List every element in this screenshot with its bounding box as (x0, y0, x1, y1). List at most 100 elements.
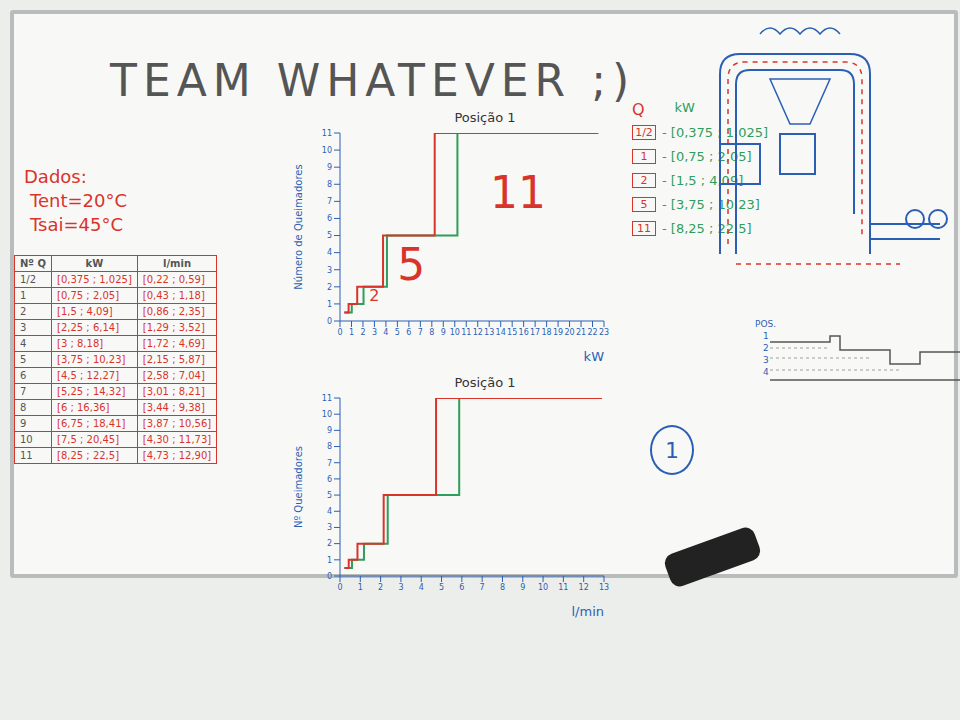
svg-text:12: 12 (473, 328, 483, 337)
svg-text:13: 13 (484, 328, 494, 337)
svg-text:10: 10 (322, 410, 332, 419)
svg-text:Número de Queimadores: Número de Queimadores (293, 164, 304, 289)
html-text:- [8,25 ; 22,5]: - [8,25 ; 22,5] (662, 221, 752, 236)
svg-text:2: 2 (327, 283, 332, 292)
html-text:[1,29 ; 3,52]: [1,29 ; 3,52] (142, 322, 205, 333)
html-text:TEAM WHATEVER ;): TEAM WHATEVER ;) (110, 55, 636, 106)
svg-text:1: 1 (327, 556, 332, 565)
svg-text:11: 11 (461, 328, 471, 337)
svg-text:5: 5 (397, 239, 425, 290)
html-text:1: 1 (665, 437, 679, 463)
html-text:1/2: 1/2 (20, 274, 37, 285)
html-text:- [1,5 ; 4,09]: - [1,5 ; 4,09] (662, 173, 744, 188)
svg-text:1: 1 (349, 328, 354, 337)
svg-text:2: 2 (369, 286, 379, 305)
svg-text:11: 11 (322, 394, 332, 403)
svg-text:10: 10 (322, 146, 332, 155)
svg-text:3: 3 (372, 328, 377, 337)
html-text:11: 11 (637, 222, 651, 235)
svg-text:9: 9 (327, 163, 332, 172)
svg-text:10: 10 (450, 328, 460, 337)
svg-text:13: 13 (599, 583, 609, 592)
html-text:[0,86 ; 2,35]: [0,86 ; 2,35] (142, 306, 205, 317)
svg-text:4: 4 (383, 328, 388, 337)
html-text:[0,375 ; 1,025]: [0,375 ; 1,025] (57, 274, 132, 285)
svg-text:8: 8 (429, 328, 434, 337)
html-text:- [0,75 ; 2,05]: - [0,75 ; 2,05] (662, 149, 752, 164)
svg-text:17: 17 (530, 328, 540, 337)
svg-text:5: 5 (395, 328, 400, 337)
svg-text:7: 7 (418, 328, 423, 337)
svg-text:5: 5 (439, 583, 444, 592)
svg-text:12: 12 (579, 583, 589, 592)
svg-text:6: 6 (406, 328, 411, 337)
svg-text:8: 8 (500, 583, 505, 592)
svg-text:8: 8 (327, 442, 332, 451)
svg-text:6: 6 (327, 475, 332, 484)
svg-text:7: 7 (327, 197, 332, 206)
html-text:- [0,375 ; 1,025]: - [0,375 ; 1,025] (662, 125, 768, 140)
svg-text:15: 15 (507, 328, 517, 337)
svg-text:3: 3 (398, 583, 403, 592)
svg-text:kW: kW (584, 349, 605, 364)
svg-text:21: 21 (576, 328, 586, 337)
html-text:[0,43 ; 1,18]: [0,43 ; 1,18] (142, 290, 205, 301)
svg-text:9: 9 (520, 583, 525, 592)
html-text:[3 ; 8,18]: [3 ; 8,18] (57, 338, 104, 349)
svg-text:0: 0 (337, 328, 342, 337)
html-text:Tsai=45°C: Tsai=45°C (30, 214, 123, 235)
svg-text:5: 5 (327, 231, 332, 240)
svg-text:4: 4 (327, 507, 332, 516)
svg-text:4: 4 (327, 248, 332, 257)
svg-text:16: 16 (519, 328, 529, 337)
svg-text:5: 5 (327, 491, 332, 500)
html-text:[3,75 ; 10,23]: [3,75 ; 10,23] (57, 354, 126, 365)
svg-text:8: 8 (327, 180, 332, 189)
svg-text:4: 4 (419, 583, 424, 592)
svg-text:6: 6 (459, 583, 464, 592)
html-text:[0,22 ; 0,59]: [0,22 ; 0,59] (142, 274, 205, 285)
svg-text:14: 14 (496, 328, 506, 337)
svg-text:1: 1 (358, 583, 363, 592)
html-text:l/min: l/min (163, 258, 191, 269)
svg-text:2: 2 (378, 583, 383, 592)
svg-text:10: 10 (538, 583, 548, 592)
svg-text:0: 0 (327, 317, 332, 326)
html-text:[2,25 ; 6,14]: [2,25 ; 6,14] (57, 322, 120, 333)
html-text:- [3,75 ; 10,23]: - [3,75 ; 10,23] (662, 197, 760, 212)
html-text:Q: Q (632, 100, 645, 119)
svg-text:22: 22 (587, 328, 597, 337)
svg-text:3: 3 (327, 266, 332, 275)
svg-text:1: 1 (327, 300, 332, 309)
svg-text:l/min: l/min (571, 604, 604, 619)
svg-text:11: 11 (490, 167, 546, 218)
html-text:[0,75 ; 2,05]: [0,75 ; 2,05] (57, 290, 120, 301)
svg-text:2: 2 (360, 328, 365, 337)
html-text:Nº Q: Nº Q (20, 258, 46, 269)
svg-text:11: 11 (558, 583, 568, 592)
svg-text:9: 9 (327, 426, 332, 435)
html-text:Dados:: Dados: (24, 166, 87, 187)
svg-text:2: 2 (327, 539, 332, 548)
html-text:1/2: 1/2 (635, 126, 653, 139)
svg-text:3: 3 (327, 523, 332, 532)
html-text:Tent=20°C: Tent=20°C (30, 190, 127, 211)
svg-text:7: 7 (327, 459, 332, 468)
svg-text:18: 18 (542, 328, 552, 337)
svg-text:Nº Queimadores: Nº Queimadores (293, 446, 304, 528)
svg-text:20: 20 (564, 328, 574, 337)
svg-text:0: 0 (337, 583, 342, 592)
html-text:Posição 1: Posição 1 (454, 375, 516, 390)
svg-text:6: 6 (327, 214, 332, 223)
svg-text:19: 19 (553, 328, 563, 337)
html-text:Posição 1: Posição 1 (454, 110, 516, 125)
html-text:[1,72 ; 4,69]: [1,72 ; 4,69] (142, 338, 205, 349)
html-text:kW: kW (674, 100, 695, 115)
svg-text:23: 23 (599, 328, 609, 337)
html-text:kW: kW (85, 258, 104, 269)
html-text:[1,5 ; 4,09]: [1,5 ; 4,09] (57, 306, 113, 317)
svg-text:7: 7 (480, 583, 485, 592)
svg-text:9: 9 (441, 328, 446, 337)
svg-text:11: 11 (322, 129, 332, 138)
svg-text:0: 0 (327, 572, 332, 581)
